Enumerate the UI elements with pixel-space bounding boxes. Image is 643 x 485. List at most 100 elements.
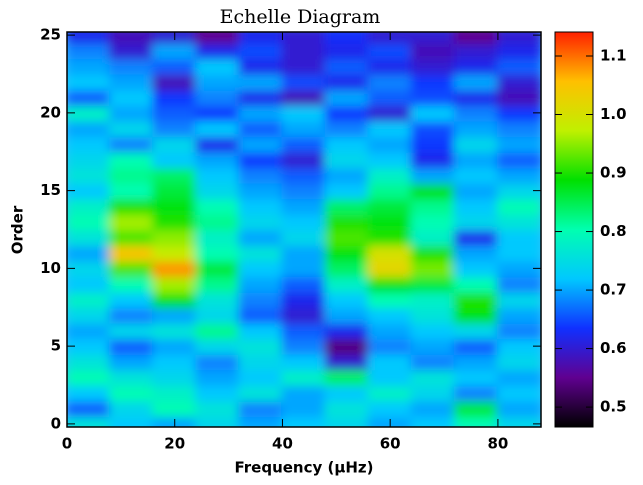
y-tick-label: 20	[40, 103, 61, 121]
heatmap-cell	[238, 119, 284, 138]
heatmap-cell	[281, 244, 327, 262]
heatmap-cell	[281, 88, 327, 107]
y-tick-label: 25	[40, 26, 61, 44]
heatmap-cell	[109, 275, 155, 293]
heatmap-cell	[496, 41, 541, 60]
heatmap-cell	[453, 181, 499, 200]
heatmap-cell	[367, 135, 413, 153]
heatmap-cell	[453, 166, 499, 184]
heatmap-cell	[281, 228, 327, 247]
colorbar-tick-label: 0.7	[600, 281, 627, 299]
heatmap-cell	[152, 72, 198, 91]
heatmap-cell	[281, 368, 327, 387]
heatmap-cell	[410, 41, 456, 60]
heatmap-cell	[367, 57, 413, 75]
heatmap-cell	[67, 135, 112, 153]
heatmap-cell	[152, 384, 198, 402]
heatmap-cell	[453, 32, 499, 44]
heatmap-cell	[496, 290, 541, 309]
heatmap-cell	[453, 399, 499, 418]
heatmap-cell	[109, 337, 155, 355]
heatmap-cell	[410, 321, 456, 340]
heatmap-cell	[410, 32, 456, 44]
heatmap-cell	[195, 368, 241, 387]
heatmap-cell	[453, 415, 499, 427]
heatmap-cell	[152, 290, 198, 309]
x-tick-label: 20	[164, 435, 185, 453]
heatmap-cell	[281, 32, 327, 44]
heatmap-cell	[238, 57, 284, 75]
heatmap-cell	[281, 197, 327, 215]
heatmap-cell	[367, 197, 413, 215]
heatmap-cell	[367, 321, 413, 340]
heatmap-cell	[152, 228, 198, 247]
heatmap-cell	[195, 259, 241, 278]
heatmap-cell	[195, 290, 241, 309]
heatmap-cell	[238, 244, 284, 262]
heatmap-cell	[67, 259, 112, 278]
heatmap-cell	[109, 119, 155, 138]
heatmap-cell	[109, 150, 155, 169]
heatmap-cell	[195, 197, 241, 215]
heatmap-cell	[453, 290, 499, 309]
heatmap-cell	[453, 212, 499, 231]
heatmap-cell	[410, 244, 456, 262]
heatmap-cell	[195, 32, 241, 44]
heatmap-cell	[152, 321, 198, 340]
heatmap-cell	[67, 290, 112, 309]
heatmap-cell	[109, 384, 155, 402]
heatmap-cell	[496, 119, 541, 138]
heatmap-cell	[109, 352, 155, 371]
axes: 0 20 40 60 80 0 5 10 15 20 25	[40, 26, 542, 453]
heatmap-cell	[152, 41, 198, 60]
heatmap-cell	[324, 135, 370, 153]
heatmap-cell	[67, 197, 112, 215]
heatmap-cell	[152, 399, 198, 418]
heatmap-cell	[238, 181, 284, 200]
heatmap-cell	[367, 290, 413, 309]
heatmap-cell	[496, 212, 541, 231]
heatmap-cell	[410, 150, 456, 169]
heatmap-cell	[238, 166, 284, 184]
y-axis-label: Order	[9, 205, 27, 254]
heatmap-cell	[496, 259, 541, 278]
heatmap-cell	[410, 337, 456, 355]
heatmap-cell	[324, 57, 370, 75]
heatmap-cell	[67, 72, 112, 91]
heatmap-cell	[238, 135, 284, 153]
heatmap-cell	[152, 135, 198, 153]
y-tick-label: 10	[40, 259, 61, 277]
heatmap-cell	[410, 57, 456, 75]
heatmap-cell	[453, 72, 499, 91]
heatmap-cell	[410, 368, 456, 387]
heatmap-cell	[367, 41, 413, 60]
heatmap-cell	[152, 337, 198, 355]
heatmap-cell	[324, 72, 370, 91]
heatmap-cell	[281, 119, 327, 138]
heatmap-cell	[67, 275, 112, 293]
heatmap-cell	[195, 275, 241, 293]
heatmap-cell	[281, 181, 327, 200]
heatmap-cell	[496, 337, 541, 355]
heatmap-cell	[453, 197, 499, 215]
heatmap-cell	[410, 197, 456, 215]
heatmap-cell	[152, 368, 198, 387]
heatmap-cell	[453, 259, 499, 278]
heatmap-cell	[67, 399, 112, 418]
heatmap-cell	[238, 384, 284, 402]
heatmap-cell	[195, 228, 241, 247]
heatmap-cell	[109, 244, 155, 262]
heatmap-cell	[367, 244, 413, 262]
heatmap-cell	[67, 41, 112, 60]
heatmap-cell	[453, 88, 499, 107]
heatmap-cell	[410, 415, 456, 427]
heatmap-cell	[453, 275, 499, 293]
heatmap-cell	[367, 72, 413, 91]
chart-title: Echelle Diagram	[220, 6, 381, 28]
heatmap-cell	[109, 368, 155, 387]
heatmap-cell	[109, 104, 155, 122]
heatmap-cell	[410, 135, 456, 153]
heatmap-cell	[367, 104, 413, 122]
heatmap-cell	[281, 306, 327, 324]
